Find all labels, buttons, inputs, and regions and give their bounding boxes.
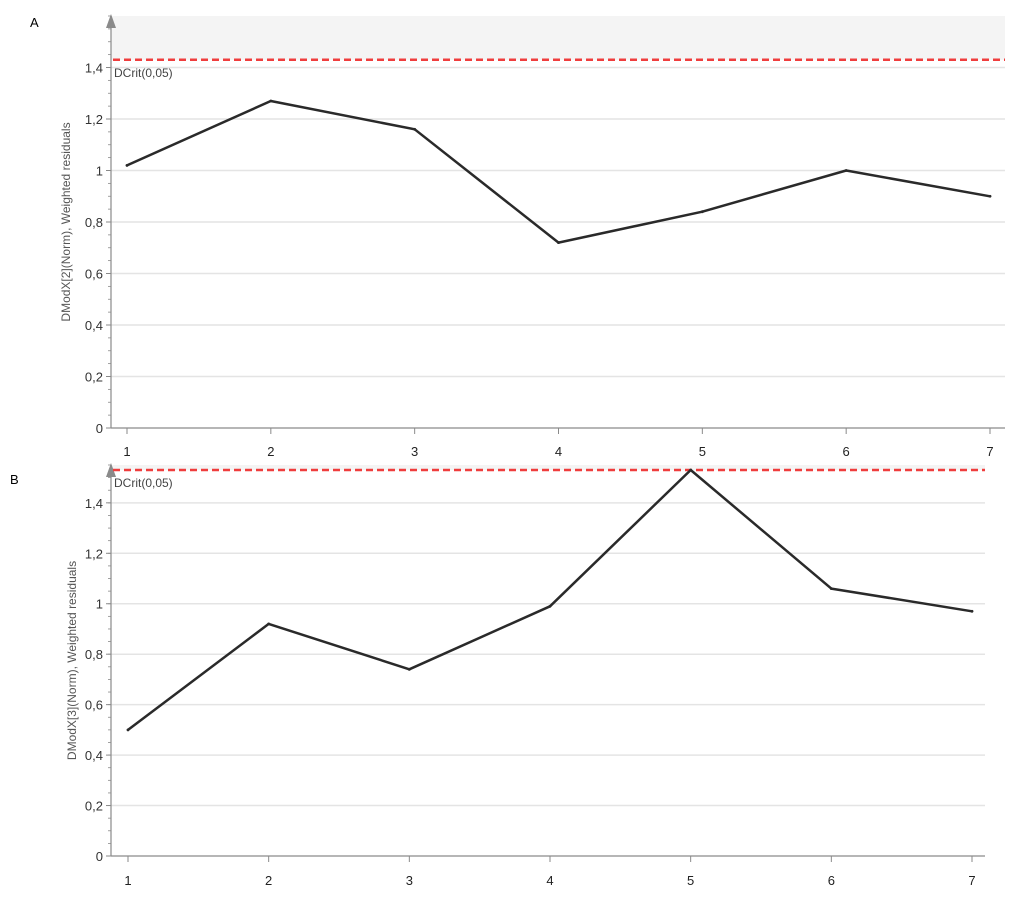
critical-region-shade — [111, 465, 985, 471]
data-point — [269, 99, 273, 103]
data-point — [988, 194, 992, 198]
x-tick-label: 1 — [124, 873, 131, 888]
y-tick-label: 0,2 — [85, 370, 103, 385]
y-tick-label: 0,4 — [85, 318, 103, 333]
threshold-label: DCrit(0,05) — [114, 476, 173, 490]
data-point — [548, 604, 552, 608]
x-tick-label: 5 — [687, 873, 694, 888]
critical-region-shade — [111, 16, 1005, 60]
data-point — [700, 210, 704, 214]
x-tick-label: 4 — [555, 444, 562, 459]
panel-letter-a: A — [30, 15, 39, 30]
x-tick-label: 2 — [267, 444, 274, 459]
data-point — [407, 667, 411, 671]
y-axis-title: DModX[3](Norm), Weighted residuals — [65, 561, 79, 760]
x-tick-label: 1 — [123, 444, 130, 459]
data-point — [413, 127, 417, 131]
x-tick-label: 3 — [406, 873, 413, 888]
x-tick-label: 7 — [968, 873, 975, 888]
chart-panel-b: 0 0,2 0,4 0,6 0,8 1 1,2 1,4 1 2 3 4 5 6 7 DCrit(0,05) DM… — [65, 463, 985, 888]
data-point — [126, 728, 130, 732]
x-tick-label: 3 — [411, 444, 418, 459]
y-tick-label: 1 — [96, 597, 103, 612]
y-tick-label: 0 — [96, 849, 103, 864]
y-tick-label: 0,2 — [85, 799, 103, 814]
x-tick-label: 2 — [265, 873, 272, 888]
y-tick-label: 0,6 — [85, 267, 103, 282]
x-tick-label: 5 — [699, 444, 706, 459]
data-point — [829, 587, 833, 591]
y-tick-label: 0 — [96, 421, 103, 436]
y-tick-label: 0,4 — [85, 748, 103, 763]
y-axis-title: DModX[2](Norm), Weighted residuals — [59, 122, 73, 321]
data-point — [970, 609, 974, 613]
y-tick-label: 0,8 — [85, 215, 103, 230]
y-tick-label: 1,2 — [85, 112, 103, 127]
panel-letter-b: B — [10, 472, 19, 487]
y-axis-arrow — [106, 463, 116, 477]
x-tick-label: 6 — [828, 873, 835, 888]
data-point — [267, 622, 271, 626]
data-point — [125, 163, 129, 167]
x-tick-label: 7 — [986, 444, 993, 459]
chart-panel-a: 0 0,2 0,4 0,6 0,8 1 1,2 1,4 1 2 3 4 5 6 7 DCrit(0,05) DM… — [59, 14, 1005, 459]
data-point — [844, 169, 848, 172]
y-tick-label: 1,4 — [85, 61, 103, 76]
x-tick-label: 6 — [843, 444, 850, 459]
series-line — [126, 468, 974, 732]
y-tick-label: 1,4 — [85, 496, 103, 511]
y-tick-label: 0,6 — [85, 698, 103, 713]
y-tick-label: 0,8 — [85, 647, 103, 662]
data-point — [689, 468, 693, 472]
y-tick-label: 1 — [96, 164, 103, 179]
x-tick-label: 4 — [546, 873, 553, 888]
data-point — [557, 241, 560, 245]
y-axis-arrow — [106, 14, 116, 28]
threshold-label: DCrit(0,05) — [114, 66, 173, 80]
y-tick-label: 1,2 — [85, 546, 103, 561]
